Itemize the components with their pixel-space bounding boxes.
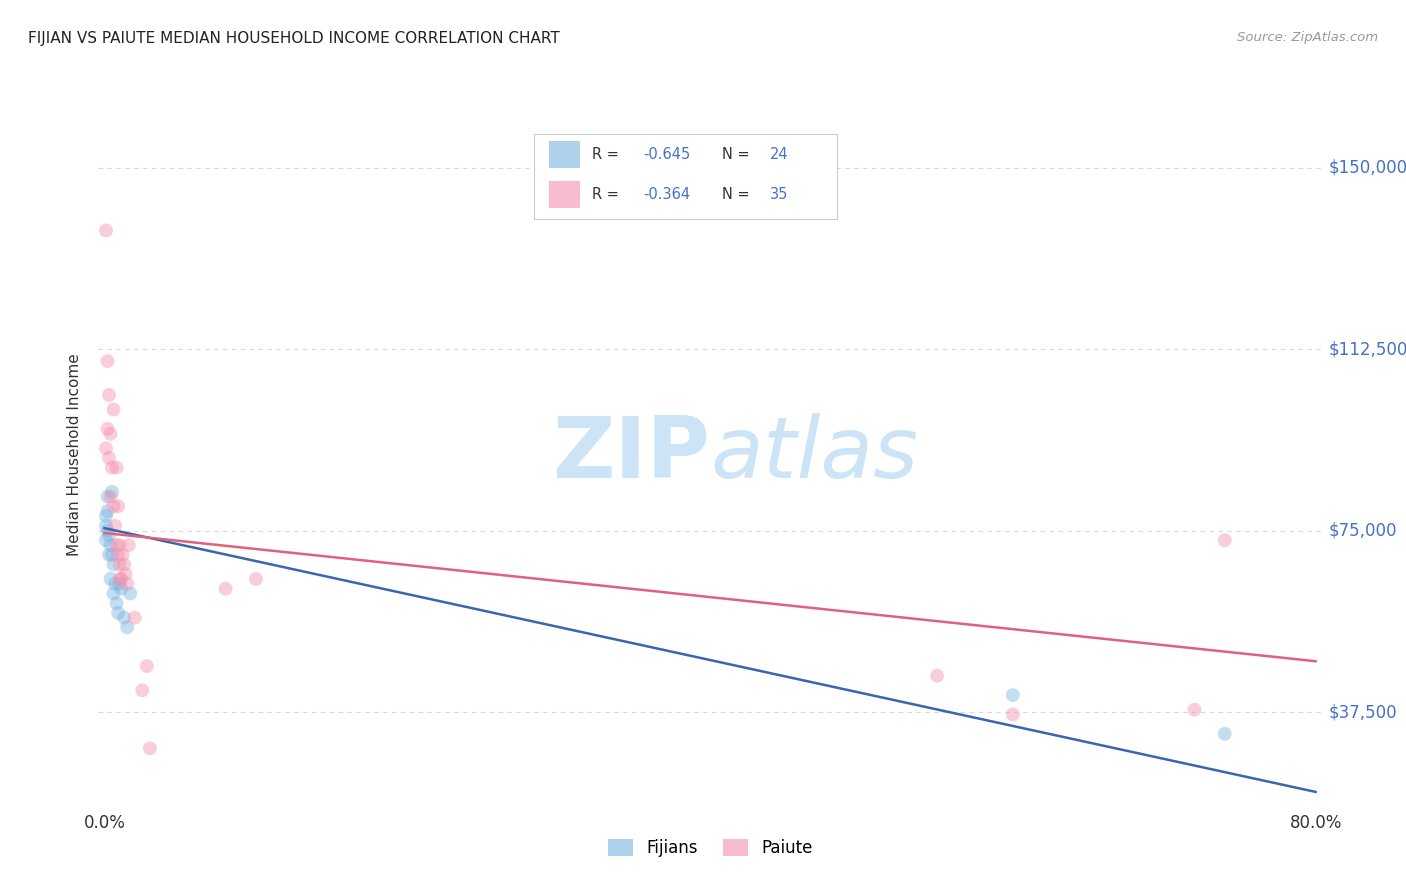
Text: R =: R = [592,146,623,161]
Point [94,533,117,548]
Point [100,538,122,552]
Point [1001,688,1024,702]
Point [1213,533,1236,548]
Point [110,582,132,596]
Y-axis label: Median Household Income: Median Household Income [67,353,83,557]
Point [1001,707,1024,722]
Point [107,606,129,620]
Point [108,538,131,552]
Point [96,422,118,436]
Text: N =: N = [721,146,754,161]
Point [103,402,125,417]
Text: $75,000: $75,000 [1329,522,1398,540]
Point [96,354,118,368]
Text: atlas: atlas [710,413,918,497]
Text: $37,500: $37,500 [1329,703,1398,721]
Point [124,610,146,624]
Point [101,548,124,562]
Point [104,518,127,533]
Point [105,460,128,475]
Point [110,572,132,586]
Text: N =: N = [721,187,754,202]
Point [101,460,124,475]
Point [139,741,162,756]
Point [927,669,949,683]
Point [107,500,129,514]
Point [107,548,129,562]
Point [115,576,138,591]
Text: R =: R = [592,187,623,202]
Point [94,509,117,524]
Point [98,450,121,465]
Text: $150,000: $150,000 [1329,159,1406,177]
Point [214,582,236,596]
Point [245,572,267,586]
Point [98,528,121,542]
Text: 35: 35 [770,187,789,202]
Point [108,576,131,591]
Point [108,572,131,586]
Point [100,572,122,586]
Point [115,620,138,634]
Point [114,567,136,582]
Point [103,586,125,600]
Text: ZIP: ZIP [553,413,710,497]
Bar [550,141,579,168]
Point [105,596,128,610]
Point [96,504,118,518]
Text: 24: 24 [770,146,789,161]
Point [103,558,125,572]
Point [94,442,117,456]
Point [100,490,122,504]
Point [1184,703,1206,717]
Point [96,490,118,504]
Point [1213,727,1236,741]
Point [111,548,134,562]
Point [98,388,121,402]
Text: -0.364: -0.364 [643,187,690,202]
Point [131,683,153,698]
Point [100,426,122,441]
Bar [550,181,579,209]
Point [94,518,117,533]
Legend: Fijians, Paiute: Fijians, Paiute [602,832,818,864]
Point [120,586,142,600]
Point [112,558,135,572]
Point [103,500,125,514]
Point [94,223,117,237]
Text: -0.645: -0.645 [643,146,690,161]
Point [101,484,124,499]
Point [98,548,121,562]
Text: $112,500: $112,500 [1329,340,1406,358]
Point [105,538,128,552]
Point [135,659,157,673]
Text: FIJIAN VS PAIUTE MEDIAN HOUSEHOLD INCOME CORRELATION CHART: FIJIAN VS PAIUTE MEDIAN HOUSEHOLD INCOME… [28,31,560,46]
Text: Source: ZipAtlas.com: Source: ZipAtlas.com [1237,31,1378,45]
Point [118,538,141,552]
Point [108,558,131,572]
Point [112,610,135,624]
Point [96,524,118,538]
Point [104,576,127,591]
